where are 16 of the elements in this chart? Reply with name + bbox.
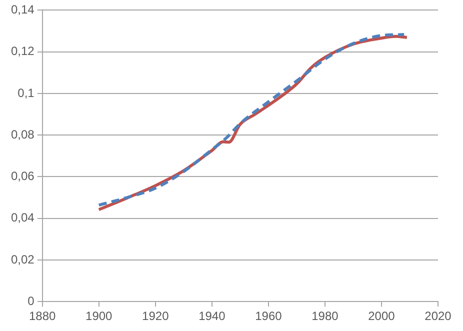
x-tick-label: 1900 xyxy=(86,309,113,324)
x-tick-label: 1980 xyxy=(312,309,339,324)
x-tick-label: 2020 xyxy=(424,309,452,324)
x-tick-label: 1880 xyxy=(29,309,56,324)
x-tick-label: 1960 xyxy=(255,309,282,324)
y-tick-label: 0,08 xyxy=(10,127,35,142)
y-tick-label: 0,02 xyxy=(10,252,35,266)
x-tick-label: 2000 xyxy=(368,309,396,324)
x-tick-label: 1920 xyxy=(142,309,170,324)
y-tick-label: 0 xyxy=(28,294,35,308)
y-tick-label: 0,04 xyxy=(10,210,35,225)
y-tick-label: 0,06 xyxy=(10,169,35,184)
x-tick-label: 1940 xyxy=(198,309,226,324)
y-tick-label: 0,12 xyxy=(10,44,35,58)
y-tick-label: 0,14 xyxy=(10,2,35,17)
y-tick-label: 0,1 xyxy=(18,86,35,100)
